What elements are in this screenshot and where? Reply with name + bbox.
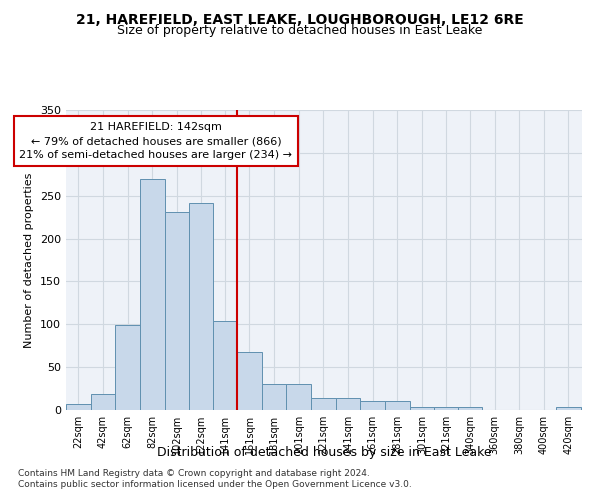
Bar — [115, 325, 140, 410]
Bar — [410, 406, 434, 410]
Y-axis label: Number of detached properties: Number of detached properties — [25, 172, 34, 348]
Bar — [556, 408, 581, 410]
Bar — [164, 212, 189, 410]
Text: 21 HAREFIELD: 142sqm
← 79% of detached houses are smaller (866)
21% of semi-deta: 21 HAREFIELD: 142sqm ← 79% of detached h… — [19, 122, 292, 160]
Bar — [140, 178, 164, 410]
Bar — [458, 406, 482, 410]
Bar — [385, 402, 410, 410]
Bar — [262, 384, 286, 410]
Bar — [286, 384, 311, 410]
Text: Size of property relative to detached houses in East Leake: Size of property relative to detached ho… — [118, 24, 482, 37]
Bar — [189, 204, 212, 410]
Bar — [212, 321, 237, 410]
Bar — [66, 404, 91, 410]
Text: Distribution of detached houses by size in East Leake: Distribution of detached houses by size … — [157, 446, 491, 459]
Text: 21, HAREFIELD, EAST LEAKE, LOUGHBOROUGH, LE12 6RE: 21, HAREFIELD, EAST LEAKE, LOUGHBOROUGH,… — [76, 12, 524, 26]
Bar — [361, 402, 385, 410]
Bar — [311, 398, 335, 410]
Text: Contains public sector information licensed under the Open Government Licence v3: Contains public sector information licen… — [18, 480, 412, 489]
Bar — [237, 352, 262, 410]
Bar — [434, 406, 458, 410]
Text: Contains HM Land Registry data © Crown copyright and database right 2024.: Contains HM Land Registry data © Crown c… — [18, 468, 370, 477]
Bar — [335, 398, 361, 410]
Bar — [91, 394, 115, 410]
